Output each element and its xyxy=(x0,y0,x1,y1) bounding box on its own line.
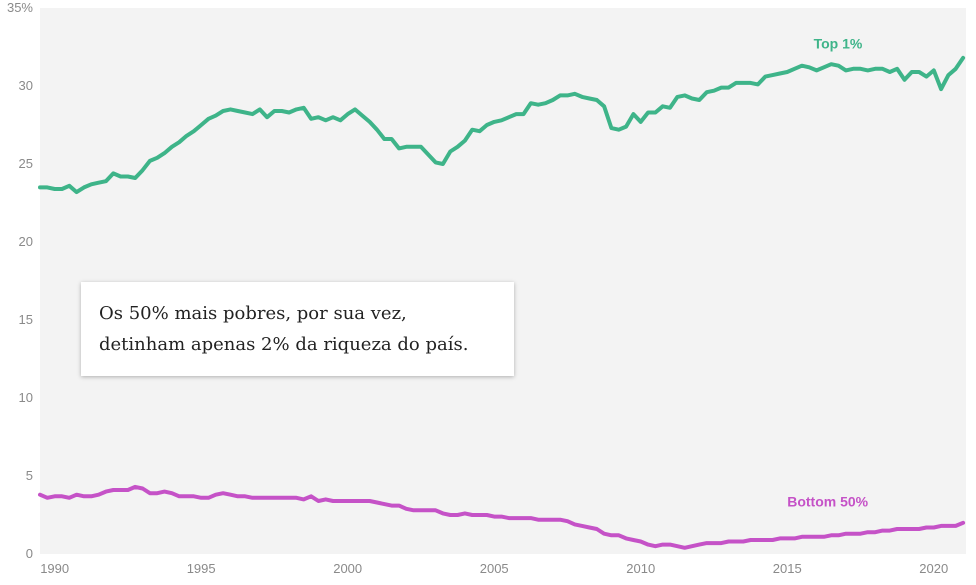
y-tick-label: 15 xyxy=(19,312,33,327)
series-lines xyxy=(38,55,966,550)
x-tick-label: 2010 xyxy=(626,561,655,576)
series-line-top-1 xyxy=(38,55,966,195)
y-tick-label: 5 xyxy=(26,468,33,483)
plot-area-background xyxy=(40,8,966,554)
series-label: Bottom 50% xyxy=(787,493,868,509)
y-axis-tick-labels: 0 5 10 15 20 25 30 35% xyxy=(7,0,33,561)
x-tick-label: 1995 xyxy=(187,561,216,576)
y-tick-label: 30 xyxy=(19,78,33,93)
y-tick-label: 20 xyxy=(19,234,33,249)
x-tick-label: 2000 xyxy=(333,561,362,576)
x-tick-label: 1990 xyxy=(40,561,69,576)
annotation-text: Os 50% mais pobres, por sua vez, detinha… xyxy=(99,303,469,355)
series-label: Top 1% xyxy=(814,36,863,52)
y-tick-label: 10 xyxy=(19,390,33,405)
y-tick-label: 25 xyxy=(19,156,33,171)
y-tick-label: 35% xyxy=(7,0,33,15)
series-line-bottom-50 xyxy=(38,484,966,550)
x-axis-tick-labels: 1990 1995 2000 2005 2010 2015 2020 xyxy=(40,561,948,576)
x-tick-label: 2020 xyxy=(919,561,948,576)
annotation-box: Os 50% mais pobres, por sua vez, detinha… xyxy=(81,282,514,376)
series-labels: Top 1% Bottom 50% xyxy=(787,36,868,510)
x-tick-label: 2015 xyxy=(773,561,802,576)
y-tick-label: 0 xyxy=(26,546,33,561)
x-tick-label: 2005 xyxy=(480,561,509,576)
